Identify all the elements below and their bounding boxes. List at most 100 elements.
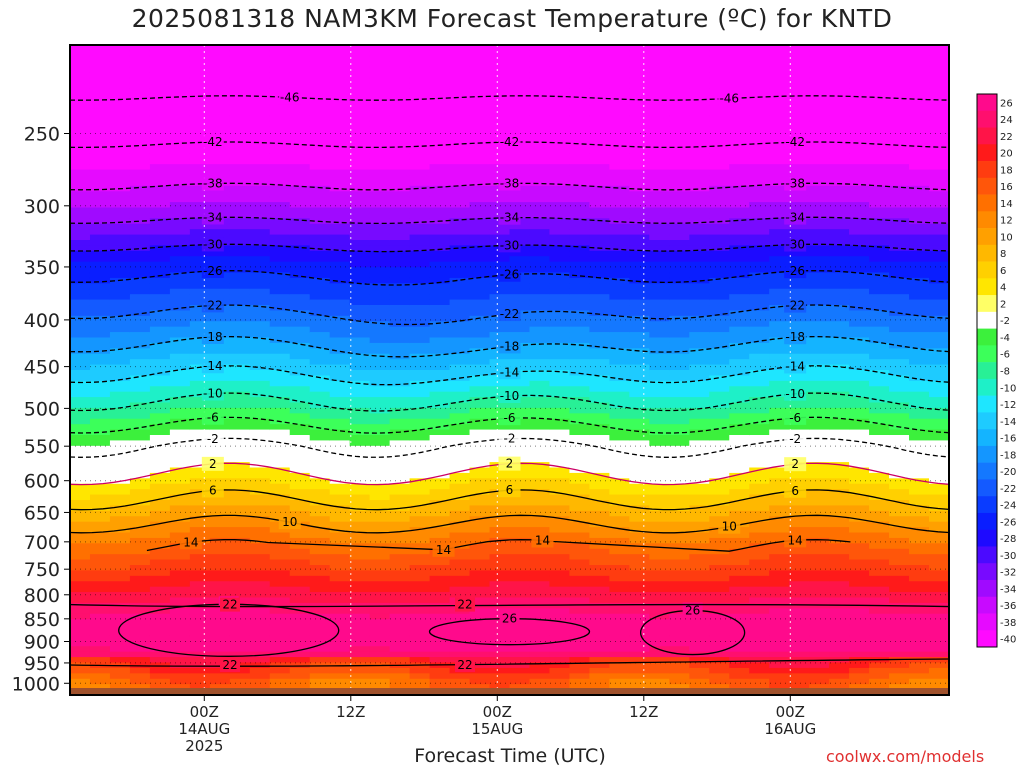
temperature-cell xyxy=(649,277,670,284)
temperature-cell xyxy=(569,456,591,463)
temperature-cell xyxy=(669,602,690,609)
temperature-cell xyxy=(309,532,331,539)
temperature-cell xyxy=(389,651,411,658)
temperature-cell xyxy=(749,353,770,360)
temperature-cell xyxy=(169,462,191,469)
temperature-cell xyxy=(389,332,411,339)
temperature-cell xyxy=(429,407,451,414)
temperature-cell xyxy=(729,440,750,447)
temperature-cell xyxy=(849,375,870,382)
temperature-cell xyxy=(169,429,191,436)
temperature-cell xyxy=(469,191,491,198)
temperature-cell xyxy=(489,527,511,534)
temperature-cell xyxy=(189,380,211,387)
temperature-cell xyxy=(769,418,790,425)
temperature-cell xyxy=(389,126,411,133)
temperature-cell xyxy=(189,581,211,588)
temperature-cell xyxy=(809,218,830,225)
temperature-cell xyxy=(309,472,331,479)
temperature-cell xyxy=(589,364,610,371)
temperature-cell xyxy=(189,332,211,339)
temperature-cell xyxy=(309,229,331,236)
temperature-cell xyxy=(329,169,351,176)
temperature-cell xyxy=(729,516,750,523)
temperature-cell xyxy=(809,543,830,550)
temperature-cell xyxy=(709,283,730,290)
temperature-cell xyxy=(569,55,591,62)
temperature-cell xyxy=(449,462,471,469)
temperature-cell xyxy=(129,261,151,268)
temperature-cell xyxy=(529,310,551,317)
temperature-cell xyxy=(609,467,630,474)
temperature-cell xyxy=(569,207,591,214)
temperature-cell xyxy=(529,630,551,637)
temperature-cell xyxy=(449,61,471,68)
temperature-cell xyxy=(509,321,531,328)
temperature-cell xyxy=(629,565,650,572)
temperature-cell xyxy=(589,657,610,664)
temperature-cell xyxy=(649,630,670,637)
temperature-cell xyxy=(609,435,630,442)
temperature-cell xyxy=(349,332,371,339)
temperature-cell xyxy=(709,678,730,685)
temperature-cell xyxy=(729,651,750,658)
temperature-cell xyxy=(189,175,211,182)
temperature-cell xyxy=(389,72,411,79)
temperature-cell xyxy=(469,299,491,306)
temperature-cell xyxy=(429,267,451,274)
temperature-cell xyxy=(449,548,471,555)
temperature-cell xyxy=(769,240,790,247)
temperature-cell xyxy=(269,104,291,111)
temperature-cell xyxy=(709,640,730,647)
temperature-cell xyxy=(749,635,770,642)
temperature-cell xyxy=(769,678,790,685)
temperature-cell xyxy=(70,245,91,252)
temperature-cell xyxy=(89,418,111,425)
temperature-cell xyxy=(469,472,491,479)
temperature-cell xyxy=(749,662,770,669)
temperature-cell xyxy=(729,288,750,295)
temperature-cell xyxy=(269,402,291,409)
temperature-cell xyxy=(249,608,271,615)
temperature-cell xyxy=(269,630,291,637)
temperature-cell xyxy=(349,586,371,593)
temperature-cell xyxy=(769,72,790,79)
temperature-cell xyxy=(369,456,391,463)
temperature-cell xyxy=(669,158,690,165)
temperature-cell xyxy=(749,137,770,144)
temperature-cell xyxy=(409,505,431,512)
temperature-cell xyxy=(329,305,351,312)
temperature-cell xyxy=(889,191,910,198)
temperature-cell xyxy=(729,142,750,149)
temperature-cell xyxy=(669,548,690,555)
temperature-cell xyxy=(309,559,331,566)
temperature-cell xyxy=(689,288,710,295)
temperature-cell xyxy=(149,451,171,458)
temperature-cell xyxy=(169,185,191,192)
temperature-cell xyxy=(70,164,91,171)
temperature-cell xyxy=(549,294,571,301)
temperature-cell xyxy=(509,104,531,111)
temperature-cell xyxy=(349,218,371,225)
temperature-cell xyxy=(809,613,830,620)
temperature-cell xyxy=(289,657,311,664)
temperature-cell xyxy=(469,445,491,452)
temperature-cell xyxy=(89,126,111,133)
temperature-cell xyxy=(549,212,571,219)
temperature-cell xyxy=(409,245,431,252)
temperature-cell xyxy=(349,462,371,469)
temperature-cell xyxy=(369,559,391,566)
temperature-cell xyxy=(749,315,770,322)
temperature-cell xyxy=(589,684,610,691)
temperature-cell xyxy=(329,342,351,349)
temperature-cell xyxy=(589,288,610,295)
temperature-cell xyxy=(829,635,850,642)
temperature-cell xyxy=(209,505,231,512)
temperature-cell xyxy=(389,375,411,382)
temperature-cell xyxy=(669,218,690,225)
temperature-cell xyxy=(529,99,551,106)
temperature-cell xyxy=(369,310,391,317)
temperature-cell xyxy=(809,142,830,149)
temperature-cell xyxy=(449,429,471,436)
temperature-cell xyxy=(749,472,770,479)
